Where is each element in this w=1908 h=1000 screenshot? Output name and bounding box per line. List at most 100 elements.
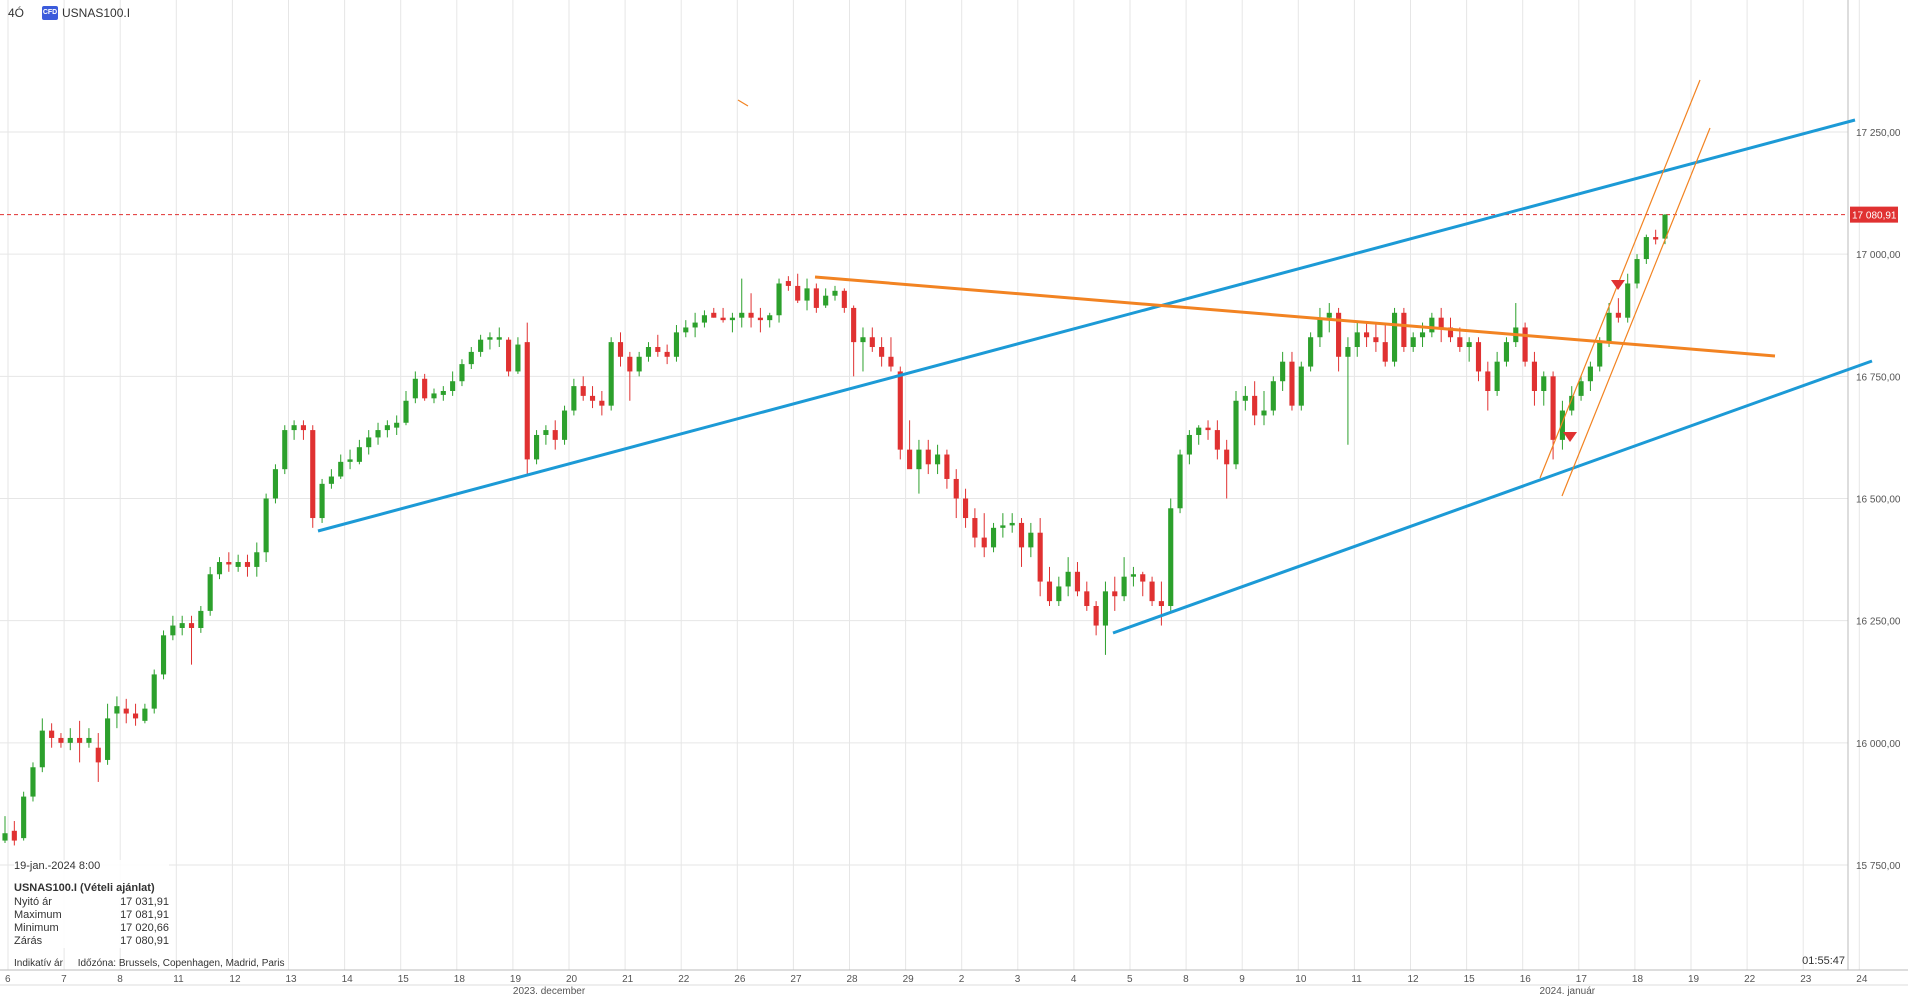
x-tick-label: 8 [1183, 974, 1189, 985]
candle-body [1018, 522, 1025, 548]
candle-body [450, 381, 456, 391]
x-tick-label: 19 [510, 974, 522, 985]
month-label: 2023. december [513, 986, 586, 997]
micro-channel-lower [1561, 127, 1711, 497]
candle-body [907, 449, 913, 470]
candle-body [729, 317, 735, 321]
candle-body [925, 449, 931, 465]
candle-body [1158, 601, 1164, 607]
x-tick-label: 22 [1744, 974, 1756, 985]
candle-body [851, 307, 857, 343]
x-tick-label: 11 [1351, 974, 1362, 985]
month-label: 2024. január [1540, 986, 1596, 997]
timeframe-label[interactable]: 4Ó [8, 6, 25, 20]
candle-body [394, 422, 400, 428]
x-tick-label: 11 [173, 974, 184, 985]
candle-body [785, 281, 791, 286]
candle-body [636, 356, 642, 372]
candle-body [617, 342, 624, 357]
x-tick-label: 15 [1464, 974, 1476, 985]
x-tick-label: 21 [622, 974, 634, 985]
candle-body [776, 283, 782, 316]
candle-body [1345, 347, 1351, 357]
footer-note: Indikatív ár Időzóna: Brussels, Copenhag… [14, 958, 297, 969]
candle-body [869, 337, 875, 348]
candle-body [356, 447, 362, 462]
candle-body [515, 344, 521, 372]
candle-body [67, 737, 73, 743]
candle-body [496, 337, 502, 340]
info-value: 17 031,91 [120, 896, 169, 908]
candle-body [1550, 376, 1556, 440]
x-tick-label: 18 [1632, 974, 1644, 985]
candle-body [319, 483, 325, 519]
candle-body [1242, 395, 1248, 401]
candle-body [1308, 337, 1314, 367]
candle-body [981, 537, 987, 548]
candle-body [1224, 449, 1230, 465]
candle-body [795, 285, 801, 301]
candle-body [1615, 312, 1621, 318]
candle-body [1289, 361, 1295, 406]
x-tick-label: 24 [1856, 974, 1868, 985]
candle-body [1541, 376, 1547, 391]
candle-body [1373, 337, 1379, 343]
candle-body [123, 708, 129, 714]
info-label: Zárás [14, 935, 43, 947]
x-tick-label: 23 [1800, 974, 1812, 985]
candle-body [534, 434, 540, 460]
chart-header: 4Ó CFD USNAS100.I [8, 4, 130, 22]
candle-body [860, 337, 866, 343]
candle-body [1009, 522, 1015, 526]
candle-body [1597, 342, 1603, 367]
x-tick-label: 28 [847, 974, 859, 985]
candle-body [1391, 312, 1398, 362]
y-tick-label: 15 750,00 [1856, 861, 1901, 872]
candle-body [645, 347, 652, 357]
candle-body [226, 562, 232, 565]
candle-body [888, 356, 894, 367]
candle-body [77, 737, 83, 743]
candle-body [1503, 342, 1510, 362]
timezone-label: Időzóna: Brussels, Copenhagen, Madrid, P… [77, 958, 285, 969]
candle-body [832, 290, 838, 296]
x-tick-label: 7 [61, 974, 67, 985]
candle-body [683, 327, 689, 333]
candle-body [1587, 366, 1593, 382]
candle-body [1475, 342, 1482, 372]
candle-body [1634, 259, 1640, 284]
ohlc-info-panel: 19-jan.-2024 8:00 USNAS100.I (Vételi ajá… [14, 860, 169, 948]
candle-body [1084, 591, 1090, 607]
candle-body [403, 400, 409, 423]
x-tick-label: 15 [398, 974, 410, 985]
candle-body [160, 635, 167, 675]
candle-body [701, 315, 708, 323]
candle-body [468, 351, 474, 365]
x-tick-label: 27 [790, 974, 802, 985]
info-value: 17 081,91 [120, 909, 169, 921]
x-tick-label: 12 [1408, 974, 1420, 985]
candle-body [30, 767, 36, 797]
alert-marker [1563, 432, 1577, 442]
candle-body [412, 378, 418, 399]
y-tick-label: 17 250,00 [1856, 128, 1901, 139]
candle-body [1214, 430, 1220, 450]
info-row-low: Minimum 17 020,66 [14, 922, 169, 935]
x-tick-label: 4 [1071, 974, 1077, 985]
candle-body [478, 339, 484, 352]
symbol-label[interactable]: USNAS100.I [62, 6, 131, 20]
candle-body [375, 430, 381, 438]
candle-body [879, 347, 885, 357]
candle-body [1280, 361, 1286, 382]
candle-body [244, 562, 251, 567]
candle-body [235, 562, 241, 567]
candle-body [39, 730, 45, 768]
candle-body [1429, 317, 1435, 333]
candle-body [1121, 576, 1127, 597]
candle-body [1056, 586, 1062, 602]
candle-body [86, 737, 92, 743]
candle-body [1261, 410, 1267, 416]
candle-body [142, 708, 148, 721]
candle-body [347, 459, 353, 462]
